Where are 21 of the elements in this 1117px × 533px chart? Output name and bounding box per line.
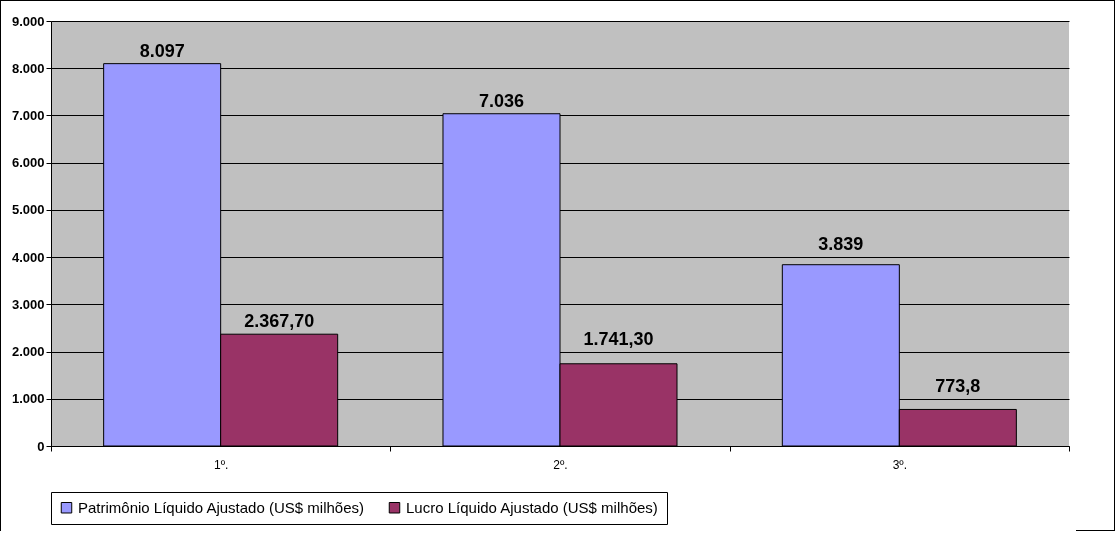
y-tick-label: 6.000: [11, 155, 45, 171]
y-tick-label: 5.000: [11, 202, 45, 218]
x-tick-label: 3º.: [892, 457, 908, 472]
y-tick-label: 0: [37, 438, 45, 454]
y-tick-label: 4.000: [11, 249, 45, 265]
legend-label: Patrimônio Líquido Ajustado (US$ milhões): [78, 498, 364, 516]
data-label: 1.741,30: [583, 328, 654, 349]
y-tick-label: 2.000: [11, 344, 45, 360]
data-label: 7.036: [478, 90, 525, 111]
data-label: 3.839: [818, 234, 864, 255]
y-tick-label: 3.000: [11, 296, 45, 312]
data-label: 8.097: [139, 40, 185, 61]
x-tick-label: 2º.: [553, 457, 568, 472]
y-tick-label: 8.000: [11, 60, 45, 76]
y-tick-label: 1.000: [11, 391, 45, 407]
y-tick-label: 7.000: [11, 107, 45, 123]
legend-label: Lucro Líquido Ajustado (US$ milhões): [406, 498, 658, 516]
data-label: 773,8: [935, 375, 981, 396]
y-tick-label: 9.000: [11, 13, 45, 29]
data-label: 2.367,70: [244, 311, 315, 332]
x-tick-label: 1º.: [213, 457, 229, 472]
